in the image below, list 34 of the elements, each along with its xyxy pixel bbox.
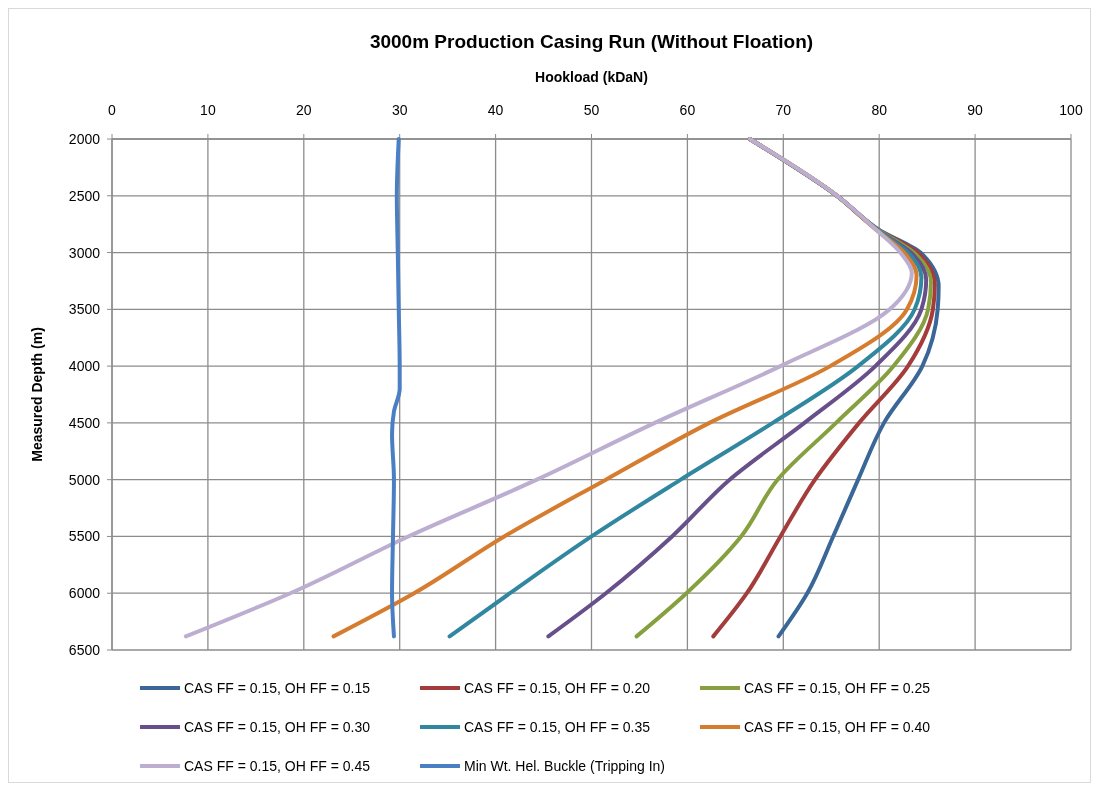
y-tick-label: 5000 [68, 471, 101, 488]
x-tick-label: 70 [775, 102, 792, 118]
x-tick-label: 40 [487, 102, 504, 118]
x-tick-label: 50 [583, 102, 600, 118]
x-tick-label: 30 [391, 102, 408, 118]
x-tick-label: 10 [200, 102, 216, 118]
y-tick-label: 5500 [68, 528, 101, 545]
y-axis-title: Measured Depth (m) [29, 327, 45, 462]
x-axis-title: Hookload (kDaN) [535, 69, 648, 85]
legend-label: CAS FF = 0.15, OH FF = 0.15 [184, 680, 371, 696]
y-tick-label: 4500 [68, 414, 101, 431]
line-series [390, 137, 402, 639]
x-tick-label: 20 [296, 102, 312, 118]
y-tick-label: 3500 [68, 301, 101, 318]
legend-label: Min Wt. Hel. Buckle (Tripping In) [464, 758, 665, 774]
legend-label: CAS FF = 0.15, OH FF = 0.20 [464, 680, 651, 696]
legend-label: CAS FF = 0.15, OH FF = 0.25 [744, 680, 931, 696]
y-tick-label: 2000 [68, 131, 101, 147]
y-tick-label: 3000 [68, 244, 101, 261]
x-tick-label: 100 [1059, 102, 1083, 118]
x-tick-label: 60 [679, 102, 696, 118]
y-tick-label: 4000 [68, 358, 101, 375]
chart-title: 3000m Production Casing Run (Without Floation) [369, 31, 814, 52]
legend-label: CAS FF = 0.15, OH FF = 0.40 [744, 719, 931, 735]
y-tick-label: 6000 [68, 585, 101, 602]
x-tick-label: 0 [108, 102, 117, 118]
line-series [183, 137, 914, 639]
legend-label: CAS FF = 0.15, OH FF = 0.30 [184, 719, 371, 735]
legend-label: CAS FF = 0.15, OH FF = 0.45 [184, 758, 371, 774]
y-tick-label: 6500 [68, 642, 101, 658]
x-tick-label: 80 [871, 102, 888, 118]
x-tick-label: 90 [967, 102, 984, 118]
legend-label: CAS FF = 0.15, OH FF = 0.35 [464, 719, 651, 735]
y-tick-label: 2500 [68, 187, 101, 204]
